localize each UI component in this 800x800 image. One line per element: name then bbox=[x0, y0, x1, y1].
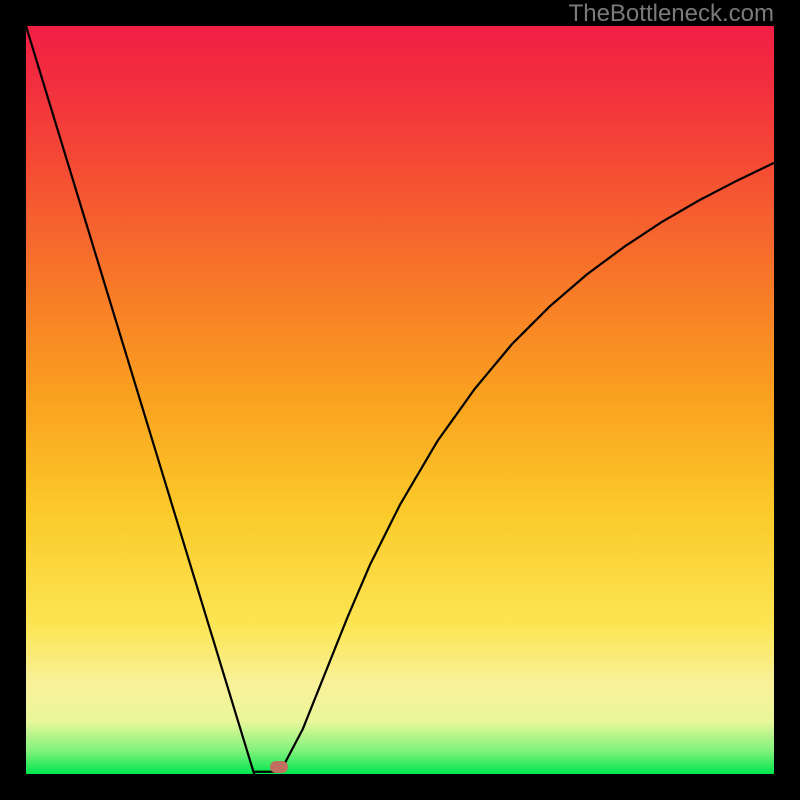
chart-canvas: TheBottleneck.com bbox=[0, 0, 800, 800]
watermark: TheBottleneck.com bbox=[569, 0, 774, 28]
plot-area bbox=[26, 26, 774, 774]
optimum-marker bbox=[270, 761, 288, 773]
bottleneck-curve bbox=[26, 26, 774, 774]
